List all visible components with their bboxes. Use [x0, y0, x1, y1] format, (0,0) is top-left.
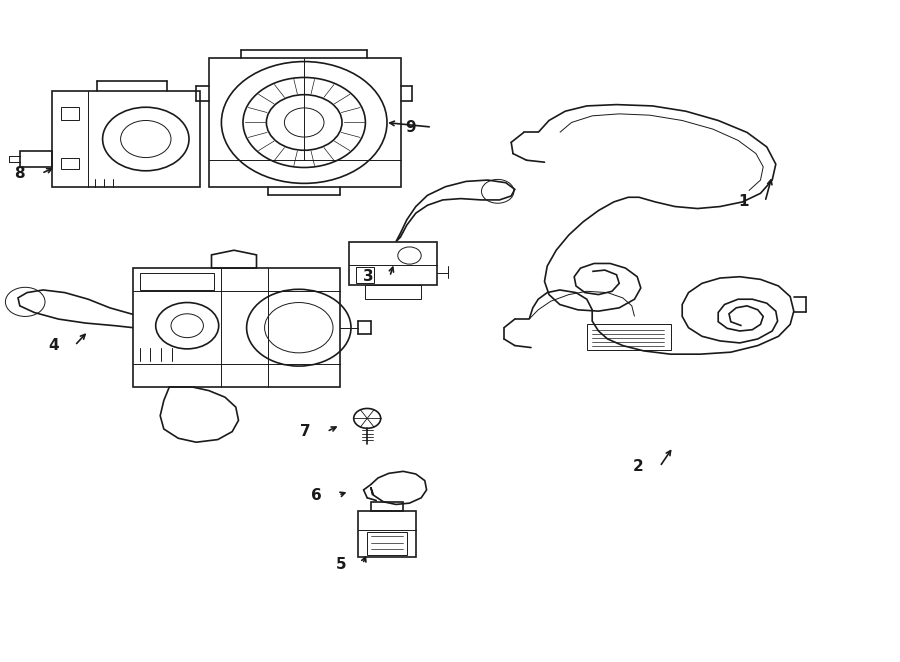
Text: 8: 8 — [14, 166, 25, 181]
Text: 2: 2 — [633, 459, 643, 474]
Text: 6: 6 — [311, 488, 322, 502]
Text: 9: 9 — [405, 120, 416, 134]
Text: 3: 3 — [363, 269, 374, 284]
Text: 7: 7 — [300, 424, 310, 439]
Text: 1: 1 — [738, 195, 749, 209]
Text: 4: 4 — [48, 338, 58, 353]
Text: 5: 5 — [336, 557, 346, 571]
